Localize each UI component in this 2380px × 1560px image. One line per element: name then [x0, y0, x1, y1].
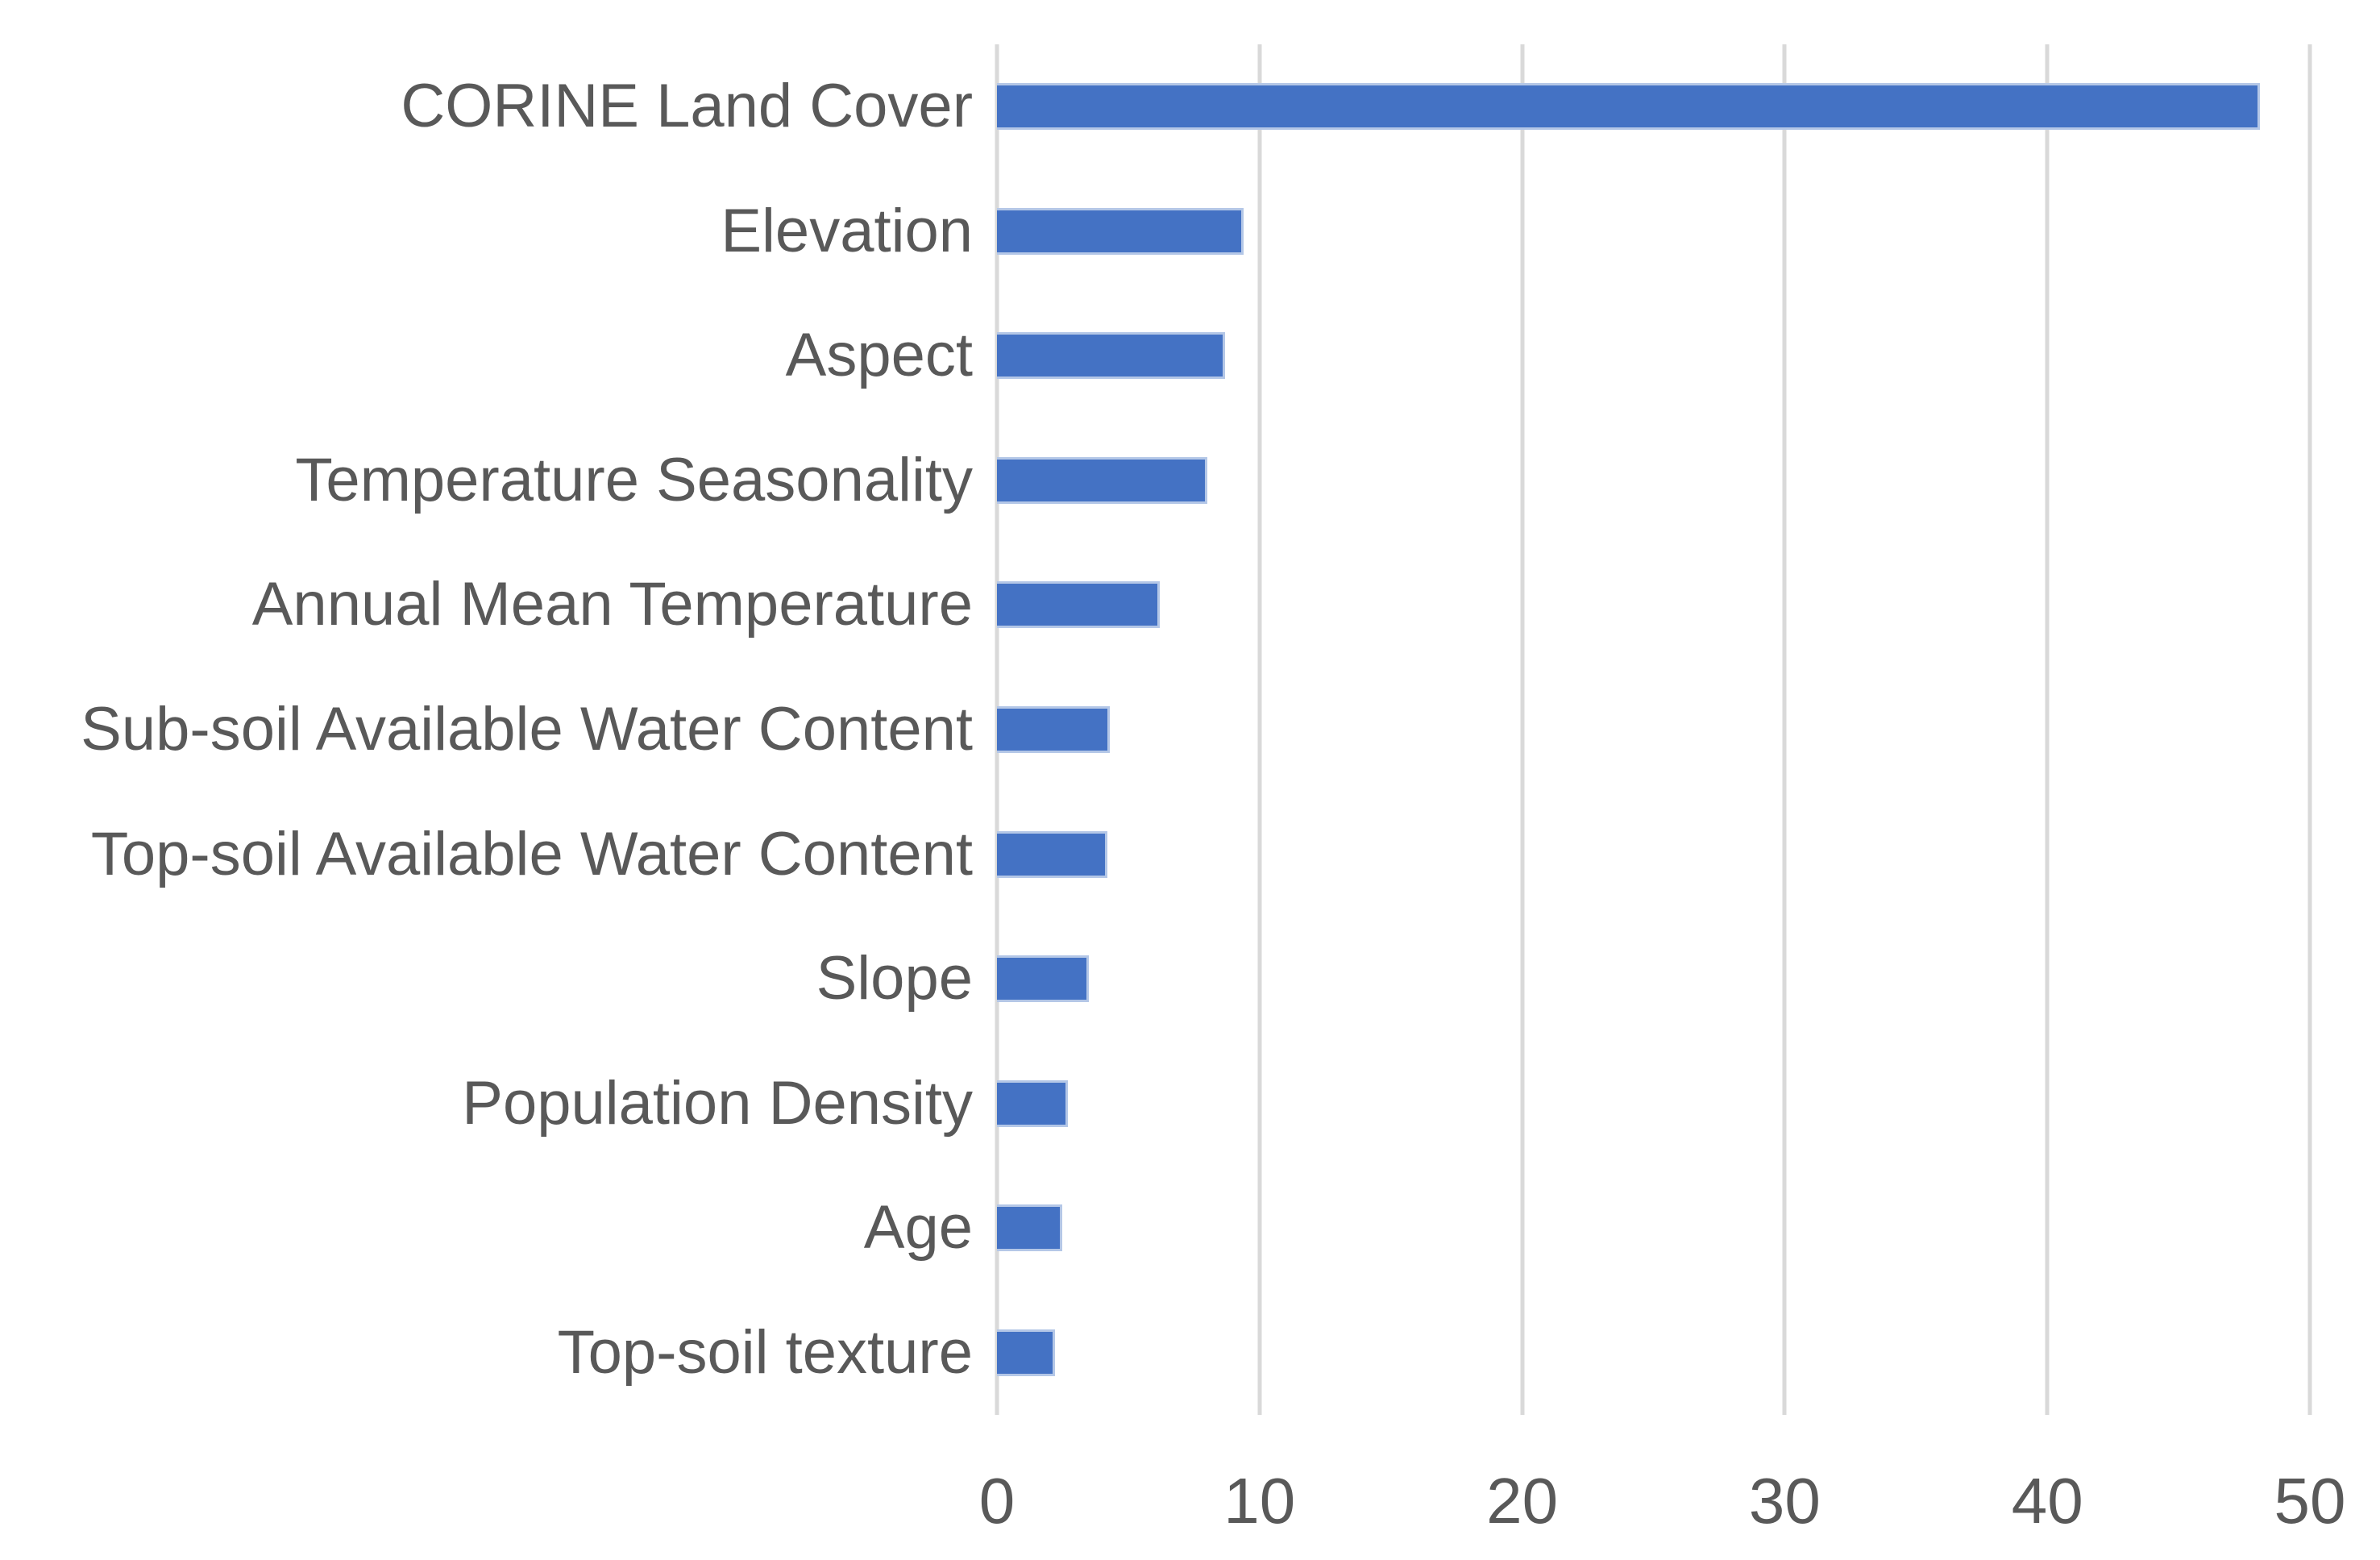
bar-row: [997, 543, 2310, 668]
category-label: CORINE Land Cover: [401, 72, 973, 141]
bar-row: [997, 293, 2310, 418]
bar-row: [997, 1041, 2310, 1166]
bar-row: [997, 418, 2310, 543]
x-axis-ticks: 0 10 20 30 40 50: [979, 1465, 2346, 1550]
x-tick-label: 0: [978, 1465, 1016, 1537]
x-tick-label: 40: [2011, 1465, 2083, 1537]
bar-row: [997, 792, 2310, 917]
bar-row: [997, 1290, 2310, 1415]
x-tick-label: 30: [1748, 1465, 1821, 1537]
category-label: Elevation: [721, 196, 973, 265]
bar-row: [997, 44, 2310, 169]
category-label: Aspect: [785, 321, 973, 390]
bar-row: [997, 917, 2310, 1042]
bar-row: [997, 169, 2310, 294]
category-label: Slope: [816, 944, 973, 1013]
x-tick-label: 10: [1223, 1465, 1296, 1537]
category-label: Top-soil texture: [557, 1317, 973, 1387]
bar: [997, 83, 2261, 131]
bar: [997, 1080, 1068, 1127]
gridline: [1520, 44, 1525, 1415]
bar: [997, 1204, 1063, 1252]
gridline: [1257, 44, 1262, 1415]
category-label: Top-soil Available Water Content: [90, 819, 973, 888]
plot-area: [995, 44, 2312, 1415]
gridline: [2045, 44, 2050, 1415]
bar: [997, 706, 1111, 753]
category-labels: CORINE Land Cover Elevation Aspect Temperat…: [0, 44, 997, 1415]
x-tick-label: 20: [1486, 1465, 1559, 1537]
gridline: [2307, 44, 2312, 1415]
bar: [997, 1329, 1055, 1376]
bar-rows: [997, 44, 2310, 1415]
bar: [997, 332, 1226, 380]
bar: [997, 955, 1090, 1003]
category-label: Annual Mean Temperature: [251, 570, 973, 639]
category-label: Population Density: [462, 1068, 973, 1138]
bar-row: [997, 668, 2310, 792]
category-label: Temperature Seasonality: [295, 445, 973, 514]
gridline: [1782, 44, 1787, 1415]
bar: [997, 830, 1107, 878]
bar: [997, 207, 1244, 255]
bar-row: [997, 1166, 2310, 1291]
bar: [997, 581, 1160, 629]
bar: [997, 456, 1207, 504]
x-tick-label: 50: [2274, 1465, 2346, 1537]
category-label: Age: [863, 1193, 973, 1263]
category-label: Sub-soil Available Water Content: [81, 695, 973, 763]
